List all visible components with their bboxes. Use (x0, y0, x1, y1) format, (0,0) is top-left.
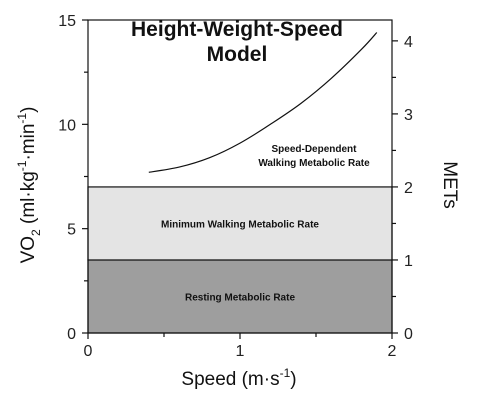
speed-dependent-curve (148, 32, 378, 173)
chart-title-line-1: Height-Weight-Speed (131, 18, 343, 41)
band-1 (87, 186, 393, 261)
y-tick-label: 0 (67, 326, 76, 343)
x-axis-label: Speed (m·s-1) (181, 366, 296, 390)
metabolic-bands (87, 186, 393, 334)
y-tick-label: 10 (58, 117, 76, 134)
band-0 (87, 259, 393, 334)
y2-axis-label: METs (439, 161, 460, 209)
y2-tick-label: 1 (404, 253, 413, 270)
y2-tick-label: 3 (404, 107, 413, 124)
y2-tick-label: 0 (404, 326, 413, 343)
y-tick-label: 5 (67, 222, 76, 239)
x-tick-label: 0 (84, 343, 93, 360)
curve-label-line-2: Walking Metabolic Rate (258, 158, 370, 169)
y2-tick-label: 4 (404, 34, 413, 51)
x-tick-label: 2 (388, 343, 397, 360)
band-label-resting: Resting Metabolic Rate (185, 292, 295, 303)
y2-tick-label: 2 (404, 180, 413, 197)
band-label-minimum-walking: Minimum Walking Metabolic Rate (161, 219, 319, 230)
y-tick-label: 15 (58, 13, 76, 30)
curve-label-line-1: Speed-Dependent (271, 144, 357, 155)
y-axis-label: VO2 (ml·kg-1·min-1) (15, 107, 43, 264)
x-tick-label: 1 (236, 343, 245, 360)
chart-title-line-2: Model (207, 43, 268, 66)
